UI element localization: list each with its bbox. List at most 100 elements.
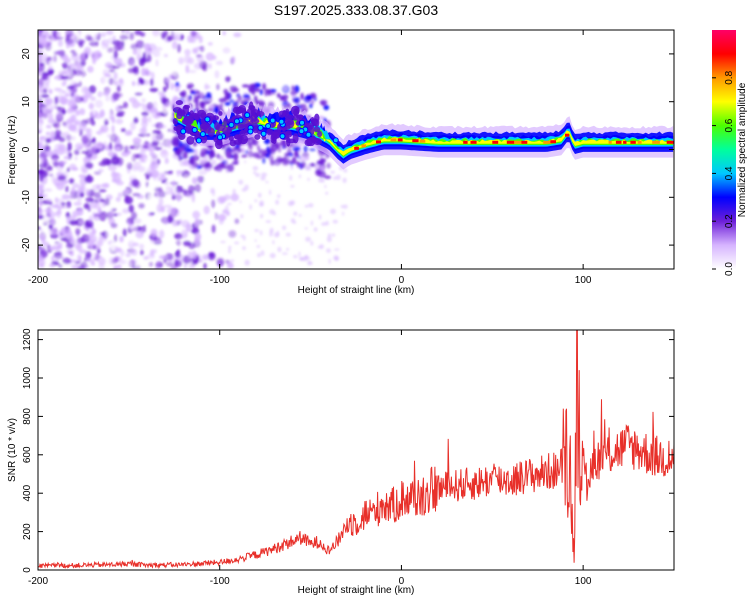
tail-blob bbox=[269, 230, 273, 237]
noise-blob bbox=[47, 210, 56, 220]
noise-blob bbox=[144, 133, 151, 137]
noise-blob bbox=[130, 121, 136, 131]
noise-blob bbox=[149, 87, 159, 93]
noise-blob bbox=[57, 39, 64, 47]
noise-blob bbox=[167, 128, 172, 132]
tail-blob bbox=[244, 259, 250, 266]
noise-blob bbox=[38, 144, 45, 150]
ridge-peak-mark bbox=[550, 140, 556, 144]
ridge-purple-blob bbox=[304, 139, 313, 147]
noise-blob bbox=[63, 57, 71, 64]
snr-ytick-label: 1200 bbox=[22, 328, 33, 351]
noise-blob bbox=[108, 150, 115, 158]
noise-blob bbox=[148, 49, 155, 54]
tail-blob bbox=[289, 175, 293, 181]
noise-blob bbox=[68, 193, 73, 200]
noise-blob bbox=[91, 138, 96, 144]
noise-blob bbox=[63, 155, 70, 160]
noise-blob bbox=[48, 204, 55, 209]
noise-blob bbox=[191, 194, 195, 203]
noise-blob bbox=[172, 180, 176, 188]
tail-blob bbox=[254, 199, 258, 203]
noise-blob bbox=[79, 129, 83, 137]
noise-blob bbox=[47, 152, 52, 156]
noise-blob bbox=[141, 120, 148, 128]
noise-blob bbox=[192, 177, 198, 185]
noise-blob bbox=[129, 145, 134, 150]
noise-blob bbox=[211, 199, 216, 209]
noise-blob bbox=[171, 30, 175, 40]
noise-blob bbox=[79, 39, 85, 45]
ridge-peak-mark bbox=[397, 138, 403, 142]
noise-blob bbox=[67, 65, 71, 71]
transition-blob bbox=[223, 88, 229, 95]
noise-blob bbox=[115, 196, 121, 202]
noise-blob bbox=[70, 114, 77, 123]
noise-blob bbox=[132, 137, 142, 145]
transition-blob bbox=[291, 85, 295, 92]
noise-blob bbox=[57, 176, 66, 182]
noise-blob bbox=[153, 192, 158, 197]
noise-blob bbox=[187, 251, 193, 259]
noise-blob bbox=[122, 228, 127, 237]
transition-blob bbox=[226, 93, 231, 97]
transition-blob bbox=[224, 101, 231, 106]
noise-blob bbox=[119, 236, 124, 243]
transition-blob bbox=[189, 94, 192, 100]
transition-blob bbox=[303, 145, 308, 153]
noise-blob bbox=[38, 163, 47, 169]
noise-blob bbox=[115, 264, 122, 269]
noise-blob bbox=[67, 98, 76, 104]
noise-blob bbox=[74, 69, 83, 76]
noise-blob bbox=[85, 251, 92, 259]
noise-blob bbox=[63, 205, 70, 209]
transition-blob bbox=[247, 150, 254, 158]
noise-blob bbox=[130, 248, 138, 256]
noise-blob bbox=[98, 189, 107, 193]
noise-blob bbox=[38, 238, 41, 245]
noise-blob bbox=[116, 212, 122, 216]
ridge-hotspot bbox=[257, 124, 264, 131]
noise-blob bbox=[113, 234, 118, 243]
colorbar-tick-label: 0.0 bbox=[724, 262, 735, 276]
noise-blob bbox=[127, 51, 132, 55]
noise-blob bbox=[152, 101, 158, 109]
ridge-peak-mark bbox=[608, 140, 612, 144]
noise-blob bbox=[194, 183, 201, 193]
noise-blob bbox=[217, 206, 223, 214]
tail-blob bbox=[260, 250, 265, 256]
noise-blob bbox=[76, 30, 80, 40]
noise-blob bbox=[142, 96, 150, 100]
transition-blob bbox=[319, 99, 328, 106]
noise-blob bbox=[133, 218, 142, 224]
noise-blob bbox=[75, 228, 81, 236]
noise-blob bbox=[158, 197, 164, 207]
transition-blob bbox=[211, 159, 217, 166]
ridge-hotspot bbox=[195, 137, 202, 144]
tail-blob bbox=[229, 259, 235, 262]
transition-blob bbox=[309, 103, 313, 109]
tail-blob bbox=[290, 185, 295, 188]
colorbar-ticks: 0.0 0.2 0.4 0.6 0.8 bbox=[712, 70, 735, 276]
noise-blob bbox=[77, 207, 83, 216]
noise-blob bbox=[64, 38, 74, 45]
noise-blob bbox=[56, 143, 63, 149]
noise-blob bbox=[90, 96, 96, 101]
tail-blob bbox=[298, 251, 301, 257]
noise-blob bbox=[212, 55, 217, 60]
noise-blob bbox=[78, 220, 85, 225]
noise-blob bbox=[172, 256, 177, 261]
ridge-purple-blob bbox=[239, 129, 246, 137]
noise-blob bbox=[150, 238, 155, 244]
tail-blob bbox=[290, 164, 294, 170]
noise-blob bbox=[212, 189, 216, 197]
noise-blob bbox=[105, 231, 112, 238]
noise-blob bbox=[155, 132, 164, 141]
noise-blob bbox=[47, 104, 52, 110]
noise-blob bbox=[89, 41, 98, 47]
noise-blob bbox=[60, 202, 66, 206]
noise-blob bbox=[233, 32, 242, 38]
noise-blob bbox=[202, 254, 209, 261]
ridge-peak-mark bbox=[390, 138, 397, 142]
